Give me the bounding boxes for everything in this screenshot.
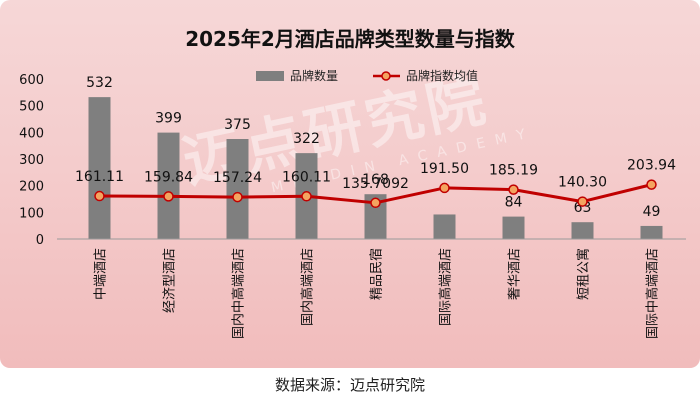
line-point xyxy=(163,191,174,202)
legend-label-bar: 品牌数量 xyxy=(290,68,338,83)
line-point xyxy=(232,191,243,203)
line-point xyxy=(94,190,105,202)
line-series: 161.11 159.84 157.24 160.11 135.7092 191.50 18… xyxy=(75,158,676,209)
bar xyxy=(226,139,249,239)
y-tick-label: 300 xyxy=(19,153,44,168)
y-tick-label: 200 xyxy=(19,180,44,195)
bar xyxy=(88,97,111,239)
chart-title: 2025年2月酒店品牌类型数量与指数 xyxy=(185,27,516,51)
line-point xyxy=(508,184,519,195)
source-note: 数据来源：迈点研究院 xyxy=(274,376,425,394)
y-tick-label: 400 xyxy=(19,126,44,141)
x-category-label: 国内高端酒店 xyxy=(300,248,316,326)
line-point xyxy=(370,197,381,209)
bar-value-label: 84 xyxy=(505,195,523,211)
legend-bar-swatch xyxy=(256,71,284,81)
x-category-label: 国际中高端酒店 xyxy=(645,248,661,339)
x-axis-labels: 中端酒店 经济型酒店 国内中高端酒店 国内高端酒店 精品民宿 国际高端酒店 奢华酒店 短租公寓… xyxy=(94,248,661,339)
bar xyxy=(640,225,663,239)
y-axis: 0 100 200 300 400 500 600 xyxy=(19,73,44,248)
line-value-label: 161.11 xyxy=(75,169,124,185)
line-value-label: 191.50 xyxy=(420,161,469,177)
y-tick-label: 500 xyxy=(19,100,44,115)
x-category-label: 短租公寓 xyxy=(576,248,592,300)
bar-value-label: 399 xyxy=(155,111,182,127)
bar-value-label: 532 xyxy=(86,75,113,91)
line-point xyxy=(577,196,588,207)
line-value-label: 185.19 xyxy=(489,163,538,179)
y-tick-label: 100 xyxy=(19,206,44,221)
line-value-label: 140.30 xyxy=(558,175,607,191)
x-category-label: 国内中高端酒店 xyxy=(231,248,247,339)
y-tick-label: 0 xyxy=(36,233,44,248)
line-value-label: 203.94 xyxy=(627,158,676,174)
bar xyxy=(433,214,456,239)
x-category-label: 奢华酒店 xyxy=(508,248,523,300)
legend: 品牌数量 品牌指数均值 xyxy=(256,68,478,83)
x-category-label: 中端酒店 xyxy=(94,248,109,300)
line-point xyxy=(301,191,312,202)
chart: 2025年2月酒店品牌类型数量与指数 品牌数量 品牌指数均值 0 100 200 30… xyxy=(19,27,686,339)
line-value-label: 160.11 xyxy=(282,169,331,185)
bar xyxy=(571,222,594,239)
bar-value-label: 168 xyxy=(362,172,389,188)
bar xyxy=(364,194,387,239)
legend-line-marker xyxy=(381,71,391,81)
legend-label-line: 品牌指数均值 xyxy=(406,68,478,83)
line-value-label: 157.24 xyxy=(213,170,262,186)
bar-value-label: 49 xyxy=(643,204,661,220)
x-category-label: 精品民宿 xyxy=(369,248,385,300)
chart-panel xyxy=(0,0,700,368)
x-category-label: 国际高端酒店 xyxy=(438,248,454,326)
y-tick-label: 600 xyxy=(19,73,44,88)
bar-value-label: 322 xyxy=(293,131,320,147)
bar-value-label: 375 xyxy=(224,117,251,133)
line-value-label: 135.7092 xyxy=(342,176,409,192)
line-point xyxy=(439,182,450,194)
bar xyxy=(157,132,180,239)
x-category-label: 经济型酒店 xyxy=(163,248,178,313)
bar xyxy=(502,216,525,239)
line-value-label: 159.84 xyxy=(144,169,193,185)
line-point xyxy=(646,179,657,190)
